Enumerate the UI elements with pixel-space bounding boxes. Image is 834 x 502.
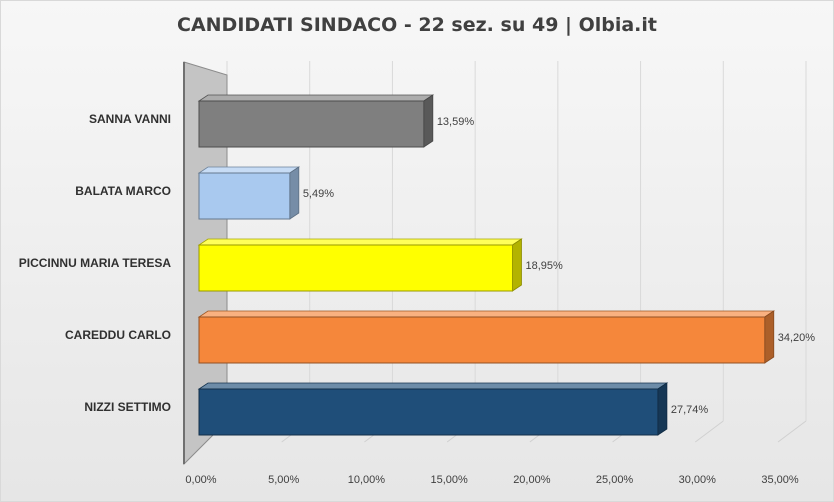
- bar-top: [197, 238, 523, 246]
- bar-end: [657, 382, 668, 436]
- bar-end: [764, 310, 775, 364]
- data-label: 13,59%: [437, 116, 475, 128]
- bar-top: [197, 94, 435, 102]
- data-label: 34,20%: [778, 332, 816, 344]
- bar-end: [512, 238, 522, 292]
- bar: [198, 388, 659, 436]
- gridline-floor: [777, 420, 807, 443]
- bar: [198, 244, 513, 292]
- bar-end: [289, 166, 300, 220]
- x-tick-label: 0,00%: [185, 474, 216, 486]
- x-tick-label: 10,00%: [348, 474, 386, 486]
- data-label: 18,95%: [525, 260, 563, 272]
- data-label: 5,49%: [303, 188, 334, 200]
- x-tick-label: 25,00%: [596, 474, 634, 486]
- category-label: PICCINNU MARIA TERESA: [19, 256, 172, 270]
- bar-end: [423, 94, 434, 148]
- bar-top: [197, 310, 776, 318]
- bar: [198, 100, 425, 148]
- bar: [198, 316, 766, 364]
- category-label: CAREDDU CARLO: [65, 328, 171, 342]
- category-label: SANNA VANNI: [89, 112, 171, 126]
- category-label: BALATA MARCO: [75, 184, 171, 198]
- x-tick-label: 5,00%: [268, 474, 299, 486]
- gridline-floor: [694, 420, 724, 443]
- bar: [198, 172, 291, 220]
- x-tick-label: 15,00%: [430, 474, 468, 486]
- data-label: 27,74%: [671, 404, 709, 416]
- category-label: NIZZI SETTIMO: [84, 400, 171, 414]
- bar-top: [197, 382, 669, 390]
- bar-top: [197, 166, 301, 174]
- x-tick-label: 30,00%: [679, 474, 717, 486]
- x-tick-label: 35,00%: [761, 474, 799, 486]
- chart-title: CANDIDATI SINDACO - 22 sez. su 49 | Olbi…: [177, 14, 657, 36]
- x-tick-label: 20,00%: [513, 474, 551, 486]
